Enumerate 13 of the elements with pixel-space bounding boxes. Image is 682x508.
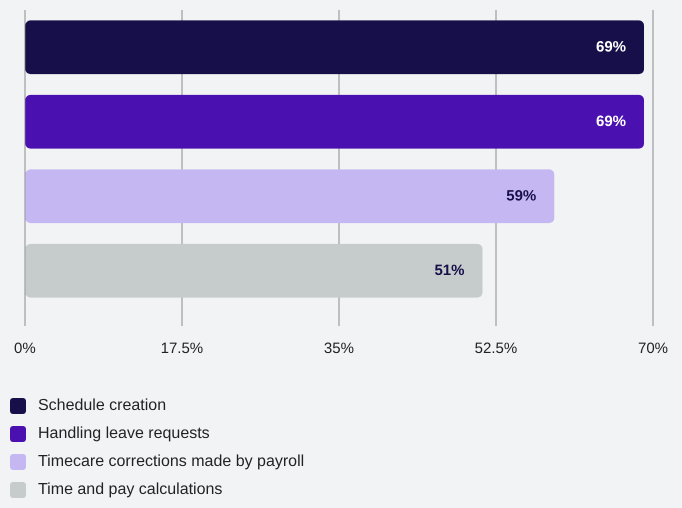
x-tick-label: 52.5% [474, 340, 518, 358]
legend-label: Schedule creation [38, 397, 166, 415]
x-tick-label: 35% [324, 340, 354, 358]
data-label: 69% [596, 38, 626, 56]
data-label: 59% [506, 187, 536, 204]
x-tick-label: 0% [14, 340, 36, 358]
x-tick-label: 17.5% [160, 340, 204, 358]
data-label: 69% [596, 112, 626, 130]
x-tick-label: 70% [638, 340, 668, 358]
legend-label: Handling leave requests [38, 425, 210, 443]
data-label: 51% [434, 262, 464, 279]
legend-label: Time and pay calculations [38, 481, 222, 499]
legend-label: Timecare corrections made by payroll [38, 453, 304, 471]
